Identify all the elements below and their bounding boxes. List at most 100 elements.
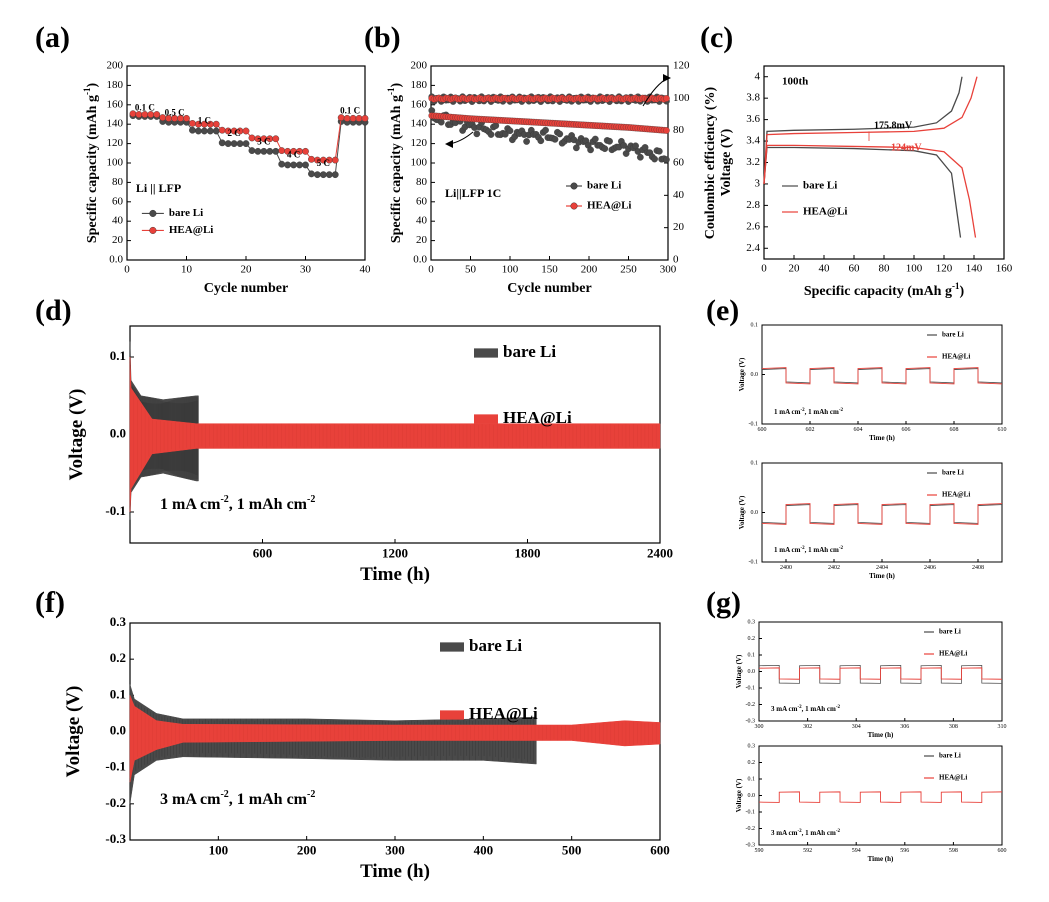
y-tick-label: -0.2 bbox=[105, 795, 126, 810]
data-point bbox=[296, 161, 303, 169]
legend-label: bare Li bbox=[803, 180, 837, 192]
x-tick-label: 2400 bbox=[780, 565, 792, 571]
y-tick-label: 200 bbox=[107, 60, 124, 72]
y2-tick-label: 100 bbox=[673, 92, 690, 104]
x-axis-label: Time (h) bbox=[360, 861, 430, 882]
y2-tick-label: 120 bbox=[673, 60, 690, 72]
y-tick-label: 0.0 bbox=[110, 722, 126, 737]
cell-note: Li || LFP bbox=[136, 181, 181, 195]
voltage-curve-discharge bbox=[763, 146, 962, 238]
y-tick-label: 0.3 bbox=[748, 743, 756, 749]
condition-note: 3 mA cm-2, 1 mAh cm-2 bbox=[160, 789, 315, 808]
x-axis-label: Time (h) bbox=[869, 434, 895, 442]
ce-point bbox=[663, 95, 670, 102]
y-tick-label: 120 bbox=[107, 137, 124, 149]
cell-note: Li||LFP 1C bbox=[445, 186, 501, 200]
capacity-point bbox=[651, 155, 658, 163]
legend-label: HEA@Li bbox=[803, 206, 847, 218]
y-tick-label: 140 bbox=[107, 118, 124, 130]
data-point bbox=[242, 127, 250, 135]
data-point bbox=[224, 140, 232, 148]
data-point bbox=[248, 147, 256, 154]
x-tick-label: 100 bbox=[502, 263, 519, 275]
x-tick-label: 604 bbox=[854, 427, 863, 433]
panel-e-top: 600 602 604 606 608 610 -0.1 0.0 0.1 Time (h) Volt… bbox=[738, 322, 1007, 441]
x-tick-label: 606 bbox=[902, 427, 911, 433]
legend-label: bare Li bbox=[942, 331, 964, 339]
x-tick-label: 594 bbox=[852, 848, 861, 854]
condition-note: 1 mA cm-2, 1 mAh cm-2 bbox=[774, 408, 844, 416]
rate-annotation: 1 C bbox=[198, 115, 211, 125]
y2-tick-label: 0 bbox=[673, 254, 679, 266]
y-tick-label: -0.1 bbox=[105, 759, 126, 774]
voltage-curve-discharge bbox=[763, 144, 977, 238]
panel-g-bottom: 590 592 594 596 598 600 -0.3 -0.2 -0.1 0.0 0.1 0.2 0… bbox=[735, 743, 1007, 862]
y-axis-label: Specific capacity (mAh g-1) bbox=[386, 83, 404, 244]
voltage-trace bbox=[758, 667, 1003, 680]
data-point bbox=[331, 156, 339, 164]
data-point bbox=[242, 140, 250, 148]
y-tick-label: 0.2 bbox=[748, 760, 756, 766]
data-point bbox=[200, 127, 208, 135]
condition-note: 1 mA cm-2, 1 mAh cm-2 bbox=[160, 494, 315, 513]
capacity-point bbox=[556, 130, 564, 138]
y-axis-label: Voltage (V) bbox=[738, 357, 746, 391]
y-tick-label: -0.1 bbox=[749, 559, 759, 565]
x-tick-label: 1200 bbox=[382, 546, 408, 561]
x-tick-label: 2406 bbox=[924, 565, 936, 571]
data-point bbox=[212, 120, 220, 128]
panel-label: (d) bbox=[35, 294, 72, 327]
y-tick-label: 180 bbox=[411, 79, 428, 91]
y-tick-label: -0.1 bbox=[746, 809, 756, 815]
x-tick-label: 302 bbox=[803, 724, 812, 730]
capacity-point bbox=[487, 131, 495, 138]
legend-label: bare Li bbox=[169, 207, 203, 219]
data-point bbox=[189, 126, 196, 134]
data-point bbox=[355, 114, 363, 122]
y-tick-label: -0.1 bbox=[746, 685, 756, 691]
x-tick-label: 2400 bbox=[647, 546, 673, 561]
data-point bbox=[361, 114, 369, 122]
x-tick-label: 160 bbox=[996, 262, 1013, 274]
data-point bbox=[266, 147, 274, 155]
capacity-point bbox=[620, 142, 628, 149]
capacity-point bbox=[632, 142, 639, 150]
x-tick-label: 610 bbox=[998, 427, 1007, 433]
legend-marker bbox=[570, 202, 578, 210]
x-tick-label: 600 bbox=[998, 848, 1007, 854]
panel-label: (g) bbox=[706, 586, 741, 619]
rate-annotation: 2 C bbox=[227, 128, 240, 138]
data-point bbox=[349, 114, 357, 122]
x-axis-label: Specific capacity (mAh g-1) bbox=[804, 281, 965, 299]
legend-label: HEA@Li bbox=[587, 200, 631, 212]
x-tick-label: 308 bbox=[949, 724, 958, 730]
x-tick-label: 300 bbox=[385, 843, 405, 858]
data-point bbox=[248, 134, 256, 142]
x-tick-label: 100 bbox=[906, 262, 923, 274]
x-tick-label: 400 bbox=[474, 843, 494, 858]
x-tick-label: 10 bbox=[181, 263, 193, 275]
y-tick-label: 0.0 bbox=[413, 254, 427, 266]
voltage-trace bbox=[758, 791, 1003, 803]
overpotential-annotation: 175.8mV bbox=[874, 120, 913, 131]
y-tick-label: 2.8 bbox=[746, 199, 760, 211]
x-tick-label: 2404 bbox=[876, 565, 888, 571]
x-tick-label: 0 bbox=[761, 262, 767, 274]
legend-label: bare Li bbox=[503, 342, 556, 361]
x-tick-label: 150 bbox=[541, 263, 558, 275]
y-tick-label: 0.1 bbox=[751, 322, 759, 328]
data-point bbox=[218, 126, 226, 134]
x-axis-label: Cycle number bbox=[204, 281, 288, 296]
capacity-point bbox=[551, 135, 559, 143]
panel-c: 0 20 40 60 80 100 120 140 160 2.4 2.6 2.8 3 3.2 3.4 3.6… bbox=[719, 65, 1013, 299]
x-tick-label: 590 bbox=[755, 848, 764, 854]
y-axis-label: Voltage (V) bbox=[738, 495, 746, 529]
legend-label: bare Li bbox=[469, 636, 522, 655]
data-point bbox=[308, 155, 315, 163]
panel-d: 600 1200 1800 2400 -0.1 0.0 0.1 Time (h) Voltage… bbox=[66, 325, 673, 585]
condition-note: 1 mA cm-2, 1 mAh cm-2 bbox=[774, 546, 844, 554]
x-tick-label: 20 bbox=[789, 262, 801, 274]
x-tick-label: 30 bbox=[300, 263, 312, 275]
y-axis-label: Voltage (V) bbox=[63, 686, 84, 778]
y2-tick-label: 80 bbox=[673, 124, 685, 136]
